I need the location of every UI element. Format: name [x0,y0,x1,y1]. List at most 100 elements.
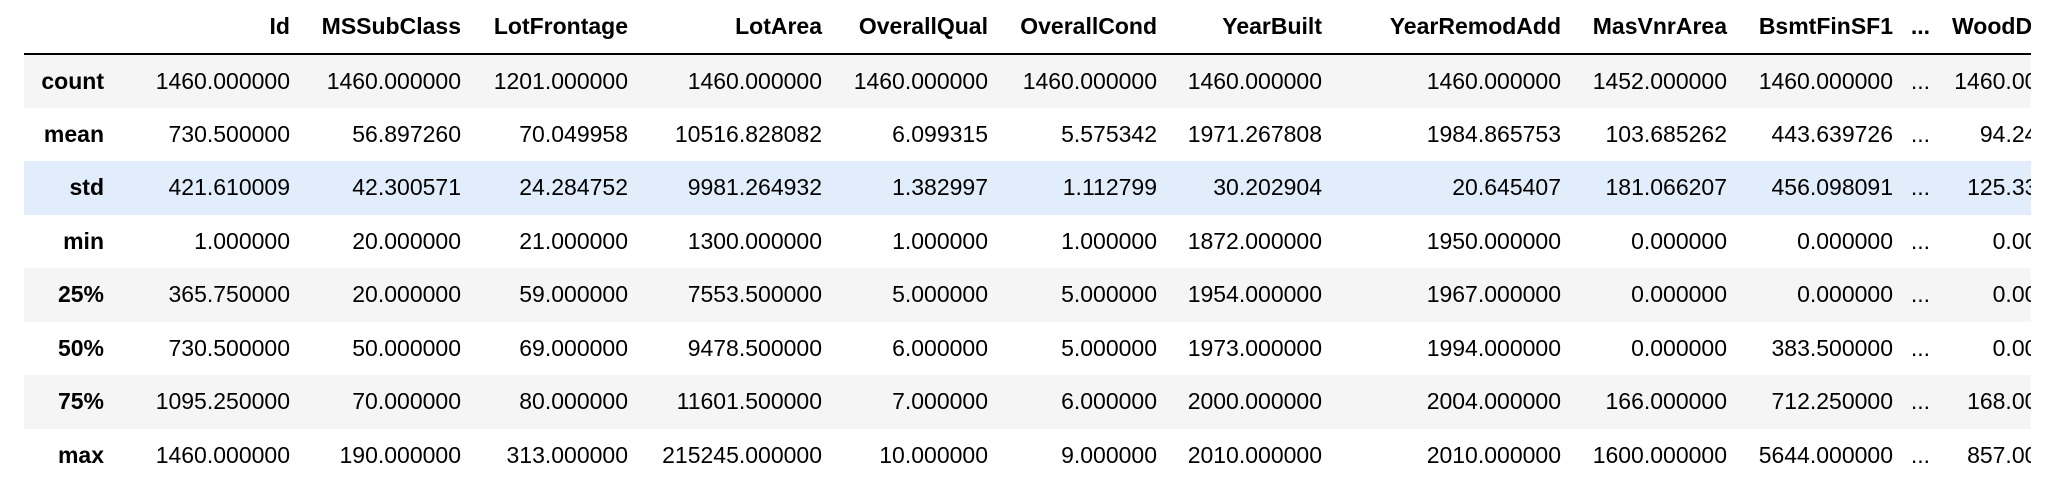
table-cell: 168.0000 [1967,388,2031,415]
table-cell: 2010.000000 [1426,441,1561,468]
column-header: LotArea [634,0,828,55]
column-header: LotFrontage [467,0,634,55]
table-cell: 421.610009 [168,174,290,201]
table-header: Id MSSubClass LotFrontage LotArea OverallQua… [24,0,2031,55]
column-header: BsmtFinSF1 [1733,0,1899,55]
table-cell: 70.049958 [519,120,628,147]
table-cell: 30.202904 [1213,174,1322,201]
table-cell: 1452.000000 [1592,67,1727,94]
table-row: count 1460.000000 1460.000000 1201.000000 14… [24,54,2031,108]
table-cell: 56.897260 [352,120,461,147]
table-cell: 24.284752 [519,174,628,201]
table-cell: 1.000000 [194,227,290,254]
row-label: 75% [57,388,104,415]
table-cell: 1.000000 [892,227,988,254]
table-cell: 456.098091 [1771,174,1893,201]
table-cell-ellipsis: ... [1910,174,1931,201]
row-label: std [69,174,105,201]
table-cell: 1954.000000 [1187,281,1322,308]
table-cell-ellipsis: ... [1910,388,1931,415]
table-cell: 0.000000 [1631,281,1727,308]
table-cell: 1994.000000 [1426,334,1561,361]
table-cell: 59.000000 [519,281,628,308]
table-cell: 5.000000 [892,281,988,308]
table-cell: 20.000000 [352,281,461,308]
table-cell: 1460.000000 [155,441,290,468]
table-cell: 94.2445 [1979,120,2031,147]
table-cell: 1460.000000 [326,67,461,94]
table-cell: 1460.000000 [687,67,822,94]
column-header: OverallQual [828,0,994,55]
table-cell: 190.000000 [339,441,461,468]
table-cell-ellipsis: ... [1910,441,1931,468]
table-cell: 383.500000 [1771,334,1893,361]
table-cell: 1971.267808 [1187,120,1322,147]
table-cell: 730.500000 [168,120,290,147]
table-cell: 1460.000000 [1426,67,1561,94]
table-cell: 2004.000000 [1426,388,1561,415]
column-header: YearBuilt [1163,0,1328,55]
row-label: min [63,227,104,254]
column-header: MasVnrArea [1567,0,1733,55]
table-cell: 10516.828082 [674,120,822,147]
table-cell: 712.250000 [1771,388,1893,415]
row-label: count [41,67,104,94]
table-row: 75% 1095.250000 70.000000 80.000000 11601.50… [24,375,2031,429]
table-row: 25% 365.750000 20.000000 59.000000 7553.5000… [24,268,2031,322]
table-row: mean 730.500000 56.897260 70.049958 10516.82… [24,107,2031,161]
table-row: max 1460.000000 190.000000 313.000000 215245… [24,428,2031,482]
table-cell: 6.000000 [1061,388,1157,415]
table-cell-ellipsis: ... [1910,227,1931,254]
table-cell: 21.000000 [519,227,628,254]
table-cell: 0.000000 [1797,281,1893,308]
table-cell: 1300.000000 [687,227,822,254]
column-header: YearRemodAdd [1328,0,1567,55]
table-cell: 0.0000 [1992,227,2031,254]
table-row: 50% 730.500000 50.000000 69.000000 9478.5000… [24,321,2031,375]
table-cell: 5.000000 [1061,334,1157,361]
table-cell: 443.639726 [1771,120,1893,147]
table-cell: 5.575342 [1061,120,1157,147]
table-cell-ellipsis: ... [1910,67,1931,94]
table-cell: 730.500000 [168,334,290,361]
table-cell: 1460.000000 [1758,67,1893,94]
table-cell: 7.000000 [892,388,988,415]
table-cell: 9981.264932 [687,174,822,201]
table-cell: 1201.000000 [493,67,628,94]
index-header [24,0,112,55]
table-cell-ellipsis: ... [1910,334,1931,361]
row-label: max [57,441,104,468]
table-cell: 215245.000000 [662,441,822,468]
row-label: 25% [57,281,104,308]
table-cell: 20.000000 [352,227,461,254]
table-cell: 2010.000000 [1187,441,1322,468]
table-cell: 1967.000000 [1426,281,1561,308]
table-cell: 1.112799 [1062,174,1157,201]
table-cell: 10.000000 [879,441,988,468]
table-cell: 1095.250000 [155,388,290,415]
table-cell: 2000.000000 [1187,388,1322,415]
table-cell: 50.000000 [352,334,461,361]
column-header-ellipsis: ... [1899,0,1942,55]
table-cell: 0.000000 [1797,227,1893,254]
header-row: Id MSSubClass LotFrontage LotArea OverallQua… [24,0,2031,55]
table-cell: 70.000000 [352,388,461,415]
table-body: count 1460.000000 1460.000000 1201.000000 14… [24,54,2031,482]
column-header: OverallCond [994,0,1163,55]
table-cell: 1460.000000 [1022,67,1157,94]
table-cell: 0.0000 [1992,334,2031,361]
table-cell-ellipsis: ... [1910,120,1931,147]
table-cell-ellipsis: ... [1910,281,1931,308]
table-cell: 1460.000000 [155,67,290,94]
table-cell: 7553.500000 [687,281,822,308]
table-row: std 421.610009 42.300571 24.284752 9981.2649… [24,161,2031,215]
row-label: 50% [57,334,104,361]
dataframe-output: Id MSSubClass LotFrontage LotArea OverallQua… [24,0,2031,484]
table-cell: 69.000000 [519,334,628,361]
column-header: WoodDeck [1942,0,2031,55]
table-cell: 1460.0000 [1954,67,2031,94]
table-cell: 1460.000000 [1187,67,1322,94]
table-cell: 313.000000 [506,441,628,468]
describe-table: Id MSSubClass LotFrontage LotArea OverallQua… [24,0,2031,482]
table-cell: 5644.000000 [1758,441,1893,468]
